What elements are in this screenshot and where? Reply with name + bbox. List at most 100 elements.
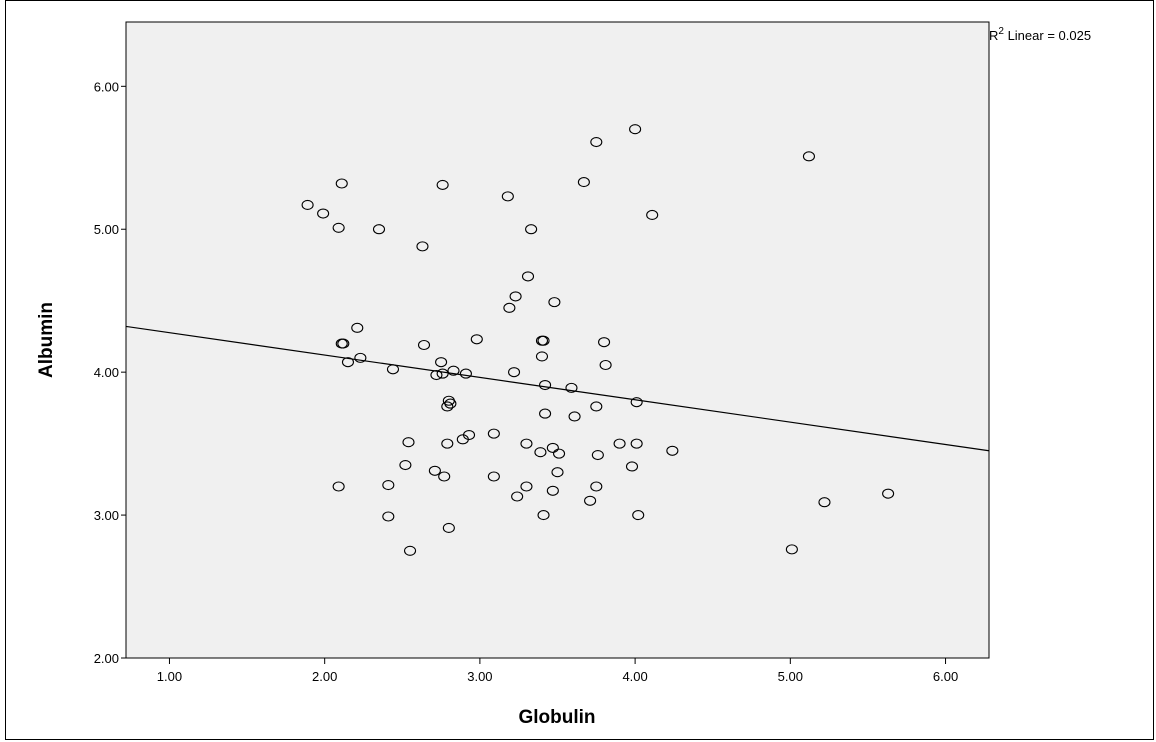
y-tick-label: 5.00: [94, 222, 119, 237]
data-point: [546, 485, 559, 496]
data-point: [613, 438, 626, 449]
data-point: [382, 480, 395, 491]
data-point: [487, 428, 500, 439]
scatter-chart: 2.00 3.00 4.00 5.00 6.00 1.00 2.00 3.00 4.00 5.0…: [36, 21, 1091, 728]
data-point: [372, 224, 386, 235]
data-point: [537, 510, 550, 521]
data-point: [487, 471, 500, 482]
data-point: [317, 208, 330, 219]
data-point: [402, 437, 415, 448]
data-point: [509, 291, 522, 302]
data-point: [539, 408, 552, 419]
data-point: [590, 481, 603, 492]
data-point: [553, 448, 566, 459]
data-point: [501, 191, 514, 202]
data-point: [785, 544, 798, 555]
data-point: [351, 322, 364, 333]
data-point: [535, 351, 549, 362]
data-point: [551, 467, 564, 478]
x-tick-label: 3.00: [467, 669, 492, 684]
data-point: [507, 367, 521, 378]
y-axis-title: Albumin: [36, 302, 57, 378]
data-point: [590, 137, 603, 148]
x-axis-ticks: 1.00 2.00 3.00 4.00 5.00 6.00: [157, 658, 958, 684]
data-point: [341, 357, 355, 368]
data-point: [537, 335, 550, 346]
data-point: [459, 368, 472, 379]
data-point: [403, 545, 417, 556]
data-point: [818, 497, 831, 508]
data-point: [417, 339, 431, 351]
data-point: [599, 359, 612, 371]
x-tick-label: 2.00: [312, 669, 337, 684]
y-tick-label: 3.00: [94, 508, 119, 523]
x-tick-label: 5.00: [778, 669, 803, 684]
data-point: [630, 438, 643, 449]
data-point: [416, 241, 429, 252]
chart-frame: 2.00 3.00 4.00 5.00 6.00 1.00 2.00 3.00 4.00 5.0…: [5, 0, 1154, 740]
data-point: [534, 447, 547, 458]
data-point: [441, 438, 454, 449]
y-tick-label: 6.00: [94, 79, 119, 94]
data-point: [386, 364, 400, 375]
data-point: [335, 178, 348, 189]
data-point: [332, 481, 345, 492]
data-point: [584, 495, 597, 506]
data-point: [598, 337, 611, 348]
data-point: [802, 151, 815, 162]
y-tick-label: 2.00: [94, 651, 119, 666]
x-tick-label: 1.00: [157, 669, 182, 684]
data-point: [470, 334, 483, 345]
data-point: [332, 222, 345, 233]
r-squared-suffix: Linear = 0.025: [1004, 28, 1091, 43]
data-point: [428, 465, 441, 476]
data-point: [354, 352, 367, 363]
data-point: [577, 177, 590, 188]
data-point: [565, 382, 578, 393]
data-point: [546, 442, 559, 453]
data-point: [436, 368, 449, 379]
data-point: [382, 511, 395, 522]
y-axis-ticks: 2.00 3.00 4.00 5.00 6.00: [94, 79, 126, 666]
data-point: [447, 365, 460, 376]
data-point: [591, 450, 604, 461]
data-point: [462, 429, 476, 441]
data-point: [301, 199, 314, 210]
data-point: [503, 302, 516, 313]
r-squared-annotation: R2 Linear = 0.025: [989, 26, 1091, 43]
data-points: [301, 124, 895, 556]
data-point: [630, 397, 643, 408]
r-squared-prefix: R: [989, 28, 998, 43]
regression-fit-line: [125, 325, 990, 452]
data-point: [666, 445, 679, 456]
x-tick-label: 4.00: [622, 669, 647, 684]
data-point: [646, 209, 659, 220]
data-point: [520, 438, 533, 449]
data-point: [520, 481, 533, 492]
data-point: [590, 401, 603, 412]
y-tick-label: 4.00: [94, 365, 119, 380]
data-point: [441, 401, 454, 412]
data-point: [525, 224, 538, 235]
data-point: [882, 488, 895, 499]
data-point: [539, 379, 552, 391]
x-tick-label: 6.00: [933, 669, 958, 684]
data-point: [444, 398, 457, 409]
x-axis-title: Globulin: [518, 707, 595, 728]
plot-area: [125, 21, 990, 659]
data-point: [436, 179, 449, 190]
data-point: [399, 460, 412, 471]
data-point: [511, 491, 524, 502]
data-point: [435, 357, 448, 368]
data-point: [442, 522, 455, 533]
data-point: [548, 297, 561, 308]
data-point: [632, 510, 645, 521]
data-point: [438, 471, 451, 482]
data-point: [430, 369, 443, 381]
data-point: [625, 461, 639, 472]
data-point: [521, 271, 535, 282]
data-point: [629, 124, 642, 135]
data-point: [568, 411, 581, 422]
r-squared-superscript: 2: [998, 26, 1004, 37]
data-point: [337, 338, 350, 349]
